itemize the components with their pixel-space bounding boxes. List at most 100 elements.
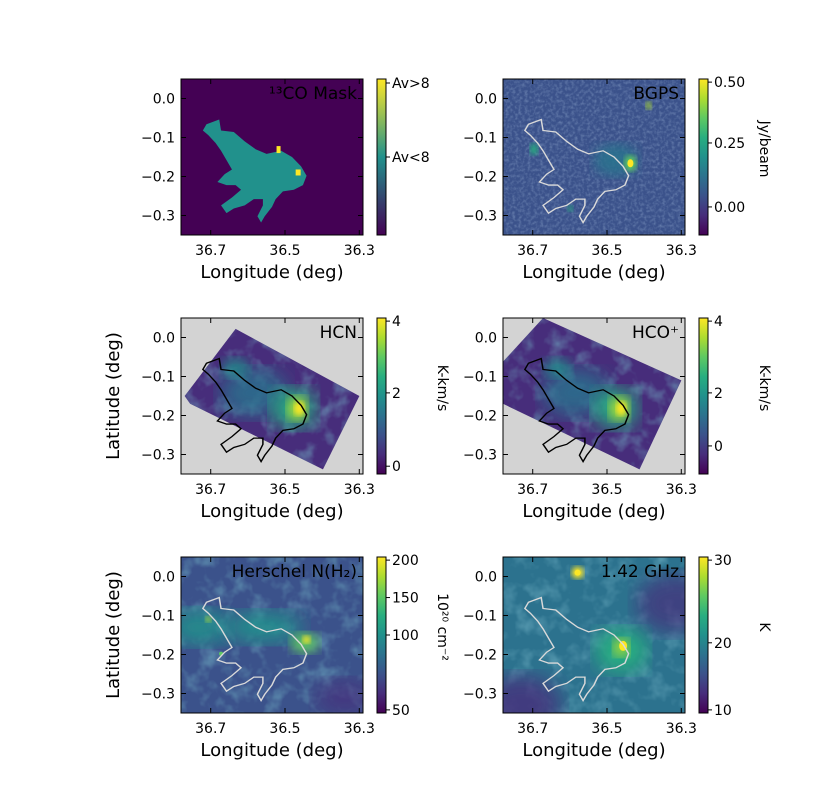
map-image <box>181 318 363 474</box>
emission-blob <box>627 159 634 168</box>
y-tick-label: 0.0 <box>153 331 175 347</box>
panel-title: BGPS <box>633 84 679 104</box>
emission-blob <box>205 616 212 623</box>
colorbar <box>698 317 709 475</box>
y-tick-label: −0.1 <box>463 609 497 625</box>
colorbar <box>376 317 387 475</box>
y-tick-label: −0.1 <box>141 131 175 147</box>
y-tick-label: −0.3 <box>141 209 175 225</box>
y-tick-label: −0.1 <box>141 370 175 386</box>
emission-blob <box>543 357 572 378</box>
y-tick-label: 0.0 <box>475 331 497 347</box>
y-tick-label: −0.3 <box>141 448 175 464</box>
colorbar <box>698 556 709 714</box>
colorbar <box>376 556 387 714</box>
colorbar-tick-label: 2 <box>392 386 401 402</box>
panel-title: 1.42 GHz <box>601 562 679 582</box>
mask-peak <box>276 146 281 154</box>
colorbar-tick-label: 10 <box>714 703 732 719</box>
y-tick-label: −0.3 <box>141 687 175 703</box>
colorbar-tick-label: 30 <box>714 553 732 569</box>
colorbar-tick-label: 20 <box>714 636 732 652</box>
y-tick-label: 0.0 <box>475 92 497 108</box>
panel-4: HCO⁺ 36.7 36.5 36.3 0.0 −0.1 −0.2 −0.3 Longitude… <box>463 314 772 522</box>
x-tick-label: 36.7 <box>517 482 548 498</box>
colorbar-tick-label: 200 <box>392 553 419 569</box>
y-tick-label: −0.3 <box>463 687 497 703</box>
emission-blob <box>574 569 581 576</box>
x-tick-label: 36.3 <box>666 721 697 737</box>
colorbar-unit-label: 10²⁰ cm⁻² <box>434 593 450 661</box>
panel-title: HCO⁺ <box>632 323 679 343</box>
panel-3: HCN 36.7 36.5 36.3 0.0 −0.1 −0.2 −0.3 Longitude … <box>103 314 450 522</box>
y-tick-label: 0.0 <box>153 92 175 108</box>
x-tick-label: 36.7 <box>517 243 548 259</box>
x-tick-label: 36.7 <box>195 482 226 498</box>
colorbar-tick-label: 150 <box>392 591 419 607</box>
x-tick-label: 36.5 <box>269 482 300 498</box>
emission-blob <box>503 675 562 713</box>
axes-frame <box>502 556 686 714</box>
x-tick-label: 36.5 <box>591 243 622 259</box>
x-tick-label: 36.3 <box>344 243 375 259</box>
colorbar-unit-label: K-km/s <box>434 365 450 412</box>
x-tick-label: 36.7 <box>517 721 548 737</box>
y-tick-label: −0.3 <box>463 448 497 464</box>
colorbar-tick-label: Av>8 <box>392 76 430 92</box>
panel-5: Herschel N(H₂) 36.7 36.5 36.3 0.0 −0.1 −0.2 −0.… <box>103 553 450 761</box>
x-tick-label: 36.5 <box>591 482 622 498</box>
colorbar <box>698 78 709 236</box>
emission-blob <box>302 635 311 644</box>
y-tick-label: −0.3 <box>463 209 497 225</box>
colorbar-tick-label: 0.25 <box>714 136 745 152</box>
x-tick-label: 36.5 <box>269 721 300 737</box>
colorbar-tick-label: 0.50 <box>714 75 745 91</box>
map-image <box>503 318 685 474</box>
x-axis-label: Longitude (deg) <box>200 740 343 761</box>
panel-6: 1.42 GHz 36.7 36.5 36.3 0.0 −0.1 −0.2 −0.3 Longi… <box>463 553 772 761</box>
emission-blob <box>219 368 288 417</box>
x-axis-label: Longitude (deg) <box>522 740 665 761</box>
emission-blob <box>616 401 627 416</box>
x-tick-label: 36.3 <box>666 243 697 259</box>
colorbar <box>376 78 387 236</box>
emission-blob <box>181 609 230 646</box>
colorbar-tick-label: 50 <box>392 703 410 719</box>
axes-frame <box>180 317 364 475</box>
panel-title: Herschel N(H₂) <box>232 562 357 582</box>
x-tick-label: 36.5 <box>591 721 622 737</box>
axes-frame <box>180 78 364 236</box>
axes-frame <box>180 556 364 714</box>
x-axis-label: Longitude (deg) <box>200 262 343 283</box>
axes-frame <box>502 78 686 236</box>
emission-blob <box>222 611 303 644</box>
emission-blob <box>567 205 574 212</box>
y-tick-label: −0.2 <box>141 170 175 186</box>
x-axis-label: Longitude (deg) <box>522 262 665 283</box>
x-tick-label: 36.5 <box>269 243 300 259</box>
colorbar-tick-label: 2 <box>714 386 723 402</box>
colorbar-unit-label: K-km/s <box>756 365 772 412</box>
colorbar-tick-label: 4 <box>714 314 723 330</box>
mask-peak <box>295 169 301 176</box>
panel-title: HCN <box>320 323 357 343</box>
y-tick-label: 0.0 <box>475 570 497 586</box>
emission-blob <box>541 368 610 417</box>
emission-blob <box>635 573 685 634</box>
x-tick-label: 36.3 <box>344 482 375 498</box>
x-tick-label: 36.7 <box>195 243 226 259</box>
emission-blob <box>645 101 652 110</box>
y-tick-label: −0.1 <box>463 370 497 386</box>
y-axis-label: Latitude (deg) <box>103 571 124 699</box>
map-image <box>181 557 363 713</box>
x-axis-label: Longitude (deg) <box>200 501 343 522</box>
emission-blob <box>294 401 305 416</box>
colorbar-tick-label: 0 <box>392 459 401 475</box>
x-tick-label: 36.7 <box>195 721 226 737</box>
x-tick-label: 36.3 <box>666 482 697 498</box>
map-image <box>503 79 685 235</box>
panel-2: BGPS 36.7 36.5 36.3 0.0 −0.1 −0.2 −0.3 Longitude… <box>463 75 772 283</box>
colorbar-tick-label: 0 <box>714 439 723 455</box>
y-tick-label: −0.2 <box>463 648 497 664</box>
